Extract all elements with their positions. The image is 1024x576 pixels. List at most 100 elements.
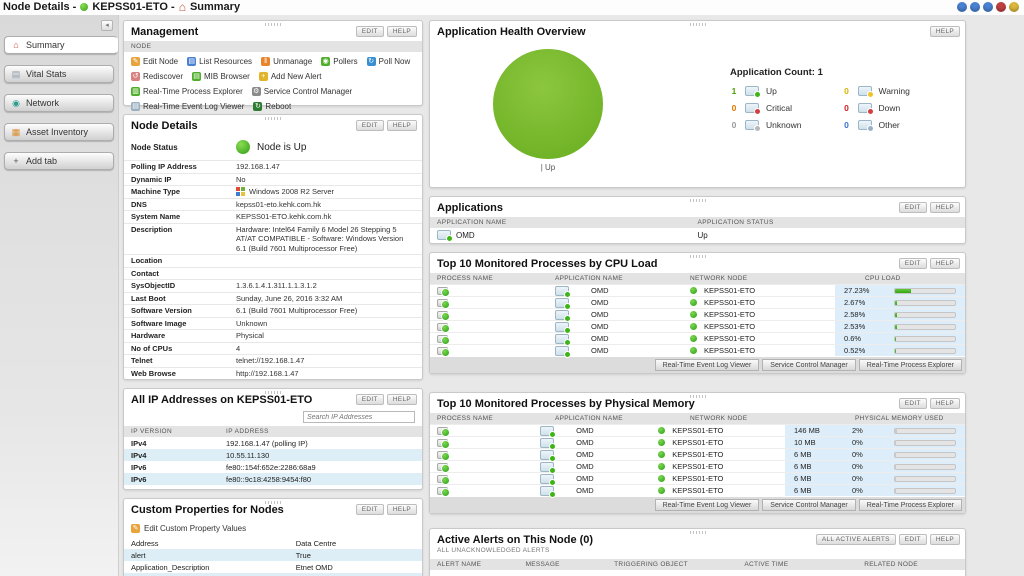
management-link-icon: ✎ xyxy=(131,57,140,66)
application-name: OMD xyxy=(591,298,609,307)
application-icon xyxy=(555,285,571,298)
node-name: KEPSS01-ETO xyxy=(672,474,724,483)
management-link[interactable]: ⚙ Service Control Manager xyxy=(251,87,352,96)
panel-drag-handle[interactable] xyxy=(689,395,706,398)
management-link[interactable]: ↻ Poll Now xyxy=(366,57,411,66)
panel-drag-handle[interactable] xyxy=(265,391,281,394)
help-button[interactable]: HELP xyxy=(386,26,417,37)
edit-button[interactable]: EDIT xyxy=(898,398,927,409)
tool-button[interactable]: Real-Time Event Log Viewer xyxy=(654,359,760,371)
ip-search-input[interactable] xyxy=(303,411,415,423)
sidebar-item-label: Summary xyxy=(26,40,65,50)
health-legend: Application Count: 1 1 Up 0 Warning 0 xyxy=(730,67,955,132)
home-icon: ⌂ xyxy=(178,0,186,14)
cpu-load-bar xyxy=(894,335,956,342)
node-status-icon xyxy=(690,299,697,306)
tool-button[interactable]: Real-Time Event Log Viewer xyxy=(654,499,760,511)
tool-button[interactable]: Service Control Manager xyxy=(762,499,856,511)
edit-button[interactable]: EDIT xyxy=(898,202,927,213)
edit-custom-properties-link[interactable]: ✎ Edit Custom Property Values xyxy=(131,524,247,533)
detail-row: System Name KEPSS01-ETO.kehk.com.hk xyxy=(124,210,422,223)
sidebar-item-asset-inventory[interactable]: ▦ Asset Inventory xyxy=(4,123,114,141)
management-link[interactable]: ▤ Real-Time Event Log Viewer xyxy=(131,102,244,111)
edit-button[interactable]: EDIT xyxy=(355,394,384,405)
panel-drag-handle[interactable] xyxy=(689,23,706,26)
tool-button[interactable]: Service Control Manager xyxy=(762,359,856,371)
application-status-icon xyxy=(745,103,761,115)
node-name: KEPSS01-ETO xyxy=(704,310,756,319)
panel-drag-handle[interactable] xyxy=(265,117,281,120)
panel-drag-handle[interactable] xyxy=(689,255,706,258)
application-row[interactable]: OMD Up xyxy=(430,228,965,243)
help-button[interactable]: HELP xyxy=(929,202,960,213)
panel-drag-handle[interactable] xyxy=(265,23,281,26)
application-name: OMD xyxy=(576,474,594,483)
management-link[interactable]: ✎ Edit Node xyxy=(131,57,178,66)
panel-title: Application Health Overview xyxy=(437,26,586,38)
sidebar-item-summary[interactable]: ⌂ Summary xyxy=(4,36,118,54)
process-row: OMD KEPSS01-ETO 10 MB 0% xyxy=(430,436,965,450)
key-icon[interactable] xyxy=(1009,2,1019,12)
node-name: KEPSS01-ETO xyxy=(704,334,756,343)
node-status-icon xyxy=(658,475,666,482)
process-icon xyxy=(437,322,450,333)
globe-icon[interactable] xyxy=(983,2,993,12)
panel-drag-handle[interactable] xyxy=(689,199,706,202)
edit-button[interactable]: EDIT xyxy=(898,258,927,269)
legend-label: Down xyxy=(878,103,901,113)
edit-button[interactable]: EDIT xyxy=(355,26,384,37)
management-link[interactable]: + Add New Alert xyxy=(258,72,322,81)
management-link-icon: ▤ xyxy=(131,102,140,111)
node-details-panel: Node Details EDIT HELP Node Status Node … xyxy=(123,114,423,380)
memory-percent: 0% xyxy=(852,438,863,447)
edit-button[interactable]: EDIT xyxy=(355,120,384,131)
property-row: alert True xyxy=(124,549,422,561)
management-link[interactable]: ▤ MIB Browser xyxy=(192,72,250,81)
management-link[interactable]: ▥ Real-Time Process Explorer xyxy=(131,87,243,96)
property-row: Address Data Centre xyxy=(131,538,337,548)
management-link[interactable]: ↺ Rediscover xyxy=(131,72,183,81)
node-status-icon xyxy=(690,347,697,354)
detail-row: Software Image Unknown xyxy=(124,316,422,330)
help-button[interactable]: HELP xyxy=(386,120,417,131)
management-link-label: Poll Now xyxy=(378,57,411,66)
tool-button[interactable]: Real-Time Process Explorer xyxy=(858,359,962,371)
all-active-alerts-button[interactable]: ALL ACTIVE ALERTS xyxy=(815,534,896,545)
detail-row: Software Version 6.1 (Build 7601 Multipr… xyxy=(124,304,422,317)
panel-title: Applications xyxy=(437,202,504,214)
management-link[interactable]: ▤ List Resources xyxy=(187,57,252,66)
ip-table-row: IPv6 fe80::154f:652e:2286:68a9 xyxy=(131,462,316,472)
sidebar-collapse-button[interactable]: ◂ xyxy=(101,20,113,31)
speaker-icon[interactable] xyxy=(996,2,1006,12)
edit-button[interactable]: EDIT xyxy=(355,504,384,515)
process-icon xyxy=(437,474,450,485)
management-link[interactable]: ◉ Pollers xyxy=(321,57,358,66)
memory-percent: 0% xyxy=(852,486,863,495)
node-name: KEPSS01-ETO xyxy=(704,346,756,355)
help-button[interactable]: HELP xyxy=(386,394,417,405)
process-row: OMD KEPSS01-ETO 2.58% xyxy=(430,308,965,322)
management-link[interactable]: ‖ Unmanage xyxy=(261,57,312,66)
help-button[interactable]: HELP xyxy=(929,258,960,269)
box-icon: ▦ xyxy=(11,126,21,137)
help-button[interactable]: HELP xyxy=(386,504,417,515)
help-button[interactable]: HELP xyxy=(929,26,960,37)
sidebar-item-add-tab[interactable]: + Add tab xyxy=(4,152,114,170)
edit-button[interactable]: EDIT xyxy=(898,534,927,545)
help-button[interactable]: HELP xyxy=(929,534,960,545)
help-button[interactable]: HELP xyxy=(929,398,960,409)
management-link-icon: ‖ xyxy=(261,57,271,66)
management-link-icon: + xyxy=(258,72,268,81)
monitor-icon[interactable] xyxy=(970,2,980,12)
monitor-icon[interactable] xyxy=(957,2,967,12)
panel-drag-handle[interactable] xyxy=(265,501,281,504)
cpu-load-value: 0.6% xyxy=(844,334,862,343)
process-icon xyxy=(437,426,450,437)
tool-button[interactable]: Real-Time Process Explorer xyxy=(858,499,962,511)
node-name: KEPSS01-ETO xyxy=(672,450,724,459)
sidebar-item-network[interactable]: ◉ Network xyxy=(4,94,114,112)
sidebar-item-vital-stats[interactable]: ▤ Vital Stats xyxy=(4,65,114,83)
panel-drag-handle[interactable] xyxy=(689,531,706,534)
application-health-panel: Application Health Overview HELP | Up Ap… xyxy=(429,20,966,188)
management-link[interactable]: ↻ Reboot xyxy=(253,102,291,111)
